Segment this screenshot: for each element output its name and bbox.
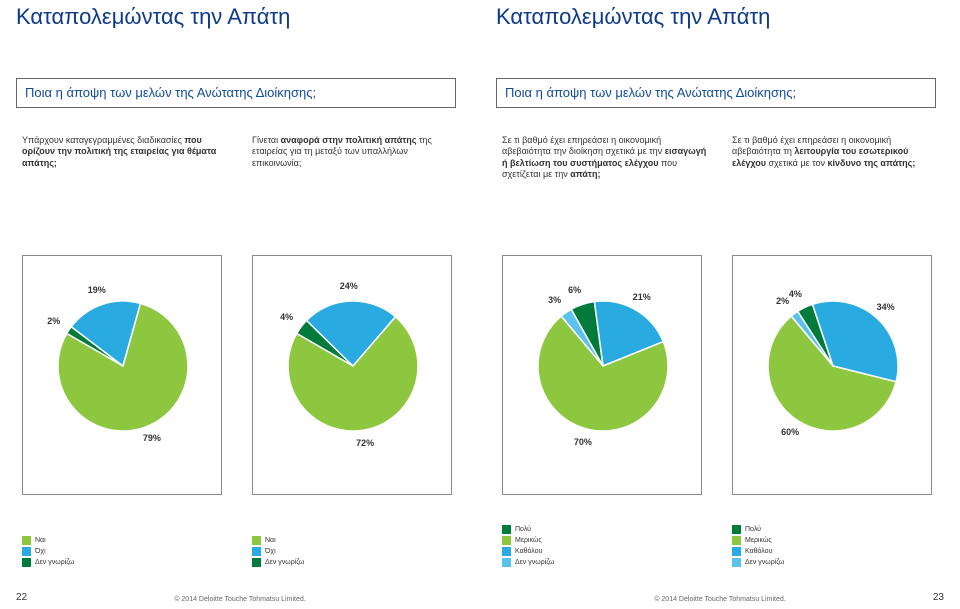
legend-swatch [732,547,741,556]
chart-right-1: 3% 6% 21% 70% [502,255,702,495]
legend-swatch [732,525,741,534]
page-number-right: 23 [933,592,944,603]
pct-label: 3% [548,295,561,305]
legend-label: Πολύ [515,526,531,533]
pct-label: 2% [47,316,60,326]
legend-item: Δεν γνωρίζω [22,558,74,567]
legend-label: Όχι [35,548,46,555]
footer-left: © 2014 Deloitte Touche Tohmatsu Limited. [0,596,480,603]
page-right: Καταπολεμώντας την Απάτη Ποια η άποψη τω… [480,0,960,609]
legend-swatch [502,558,511,567]
legend-item: Δεν γνωρίζω [252,558,304,567]
legend-item: Δεν γνωρίζω [732,558,784,567]
legend-swatch [22,558,31,567]
chart-right-2: 2%4% 34% 60% [732,255,932,495]
question-text-right: Ποια η άποψη των μελών της Ανώτατης Διοί… [505,85,796,100]
question-box-right: Ποια η άποψη των μελών της Ανώτατης Διοί… [496,78,936,108]
question-text-left: Ποια η άποψη των μελών της Ανώτατης Διοί… [25,85,316,100]
legend-label: Καθόλου [515,548,542,555]
legend-label: Ναι [35,537,46,544]
legend-label: Όχι [265,548,276,555]
pct-label: 60% [781,427,799,437]
t: Υπάρχουν καταγεγραμμένες διαδικασίες [22,135,182,145]
pct-label: 4% [280,312,293,322]
desc-right-2: Σε τι βαθμό έχει επηρεάσει η οικονομική … [732,135,937,169]
legend-label: Πολύ [745,526,761,533]
legend-swatch [502,536,511,545]
legend-item: Καθόλου [502,547,554,556]
pct-label: 19% [88,285,106,295]
pct-label: 21% [633,292,651,302]
pie-chart [283,296,423,436]
pie-chart [763,296,903,436]
pct-label: 34% [877,302,895,312]
legend-left-2: Ναι Όχι Δεν γνωρίζω [252,536,304,569]
chart-left-2: 4% 24% 72% [252,255,452,495]
t: Σε τι βαθμό έχει επηρεάσει η οικονομική … [502,135,665,156]
legend-item: Πολύ [502,525,554,534]
page-title-right: Καταπολεμώντας την Απάτη [496,4,770,30]
pct-label: 70% [574,437,592,447]
legend-item: Όχι [22,547,74,556]
legend-item: Καθόλου [732,547,784,556]
legend-label: Μερικώς [745,537,772,544]
desc-left-1: Υπάρχουν καταγεγραμμένες διαδικασίες που… [22,135,227,169]
t: κίνδυνο της απάτης; [828,158,916,168]
footer-right: © 2014 Deloitte Touche Tohmatsu Limited. [480,596,960,603]
legend-label: Δεν γνωρίζω [35,559,74,566]
legend-item: Μερικώς [502,536,554,545]
legend-right-1: Πολύ Μερικώς Καθόλου Δεν γνωρίζω [502,525,554,569]
legend-swatch [22,547,31,556]
legend-item: Πολύ [732,525,784,534]
pct-label: 72% [356,438,374,448]
pct-label: 6% [568,285,581,295]
pie-chart [533,296,673,436]
pct-label: 24% [340,281,358,291]
pct-label: 79% [143,433,161,443]
t: σχετικά με τον [766,158,828,168]
question-box-left: Ποια η άποψη των μελών της Ανώτατης Διοί… [16,78,456,108]
legend-item: Ναι [252,536,304,545]
legend-item: Ναι [22,536,74,545]
desc-left-2: Γίνεται αναφορά στην πολιτική απάτης της… [252,135,457,169]
page-number-left: 22 [16,592,27,603]
legend-swatch [252,536,261,545]
legend-item: Όχι [252,547,304,556]
legend-swatch [22,536,31,545]
legend-right-2: Πολύ Μερικώς Καθόλου Δεν γνωρίζω [732,525,784,569]
t: απάτη; [570,169,600,179]
page-left: Καταπολεμώντας την Απάτη Ποια η άποψη τω… [0,0,480,609]
legend-item: Δεν γνωρίζω [502,558,554,567]
t: αναφορά στην πολιτική απάτης [281,135,417,145]
t: Γίνεται [252,135,281,145]
legend-swatch [732,536,741,545]
pct-label: 4% [789,289,802,299]
legend-label: Δεν γνωρίζω [515,559,554,566]
desc-right-1: Σε τι βαθμό έχει επηρεάσει η οικονομική … [502,135,707,180]
legend-label: Μερικώς [515,537,542,544]
pct-label: 2% [776,296,789,306]
legend-swatch [732,558,741,567]
pie-chart [53,296,193,436]
legend-label: Δεν γνωρίζω [265,559,304,566]
legend-label: Ναι [265,537,276,544]
legend-swatch [502,525,511,534]
legend-left-1: Ναι Όχι Δεν γνωρίζω [22,536,74,569]
legend-label: Καθόλου [745,548,772,555]
t: απάτης; [22,158,57,168]
legend-item: Μερικώς [732,536,784,545]
page-title-left: Καταπολεμώντας την Απάτη [16,4,290,30]
legend-swatch [502,547,511,556]
chart-left-1: 2% 19% 79% [22,255,222,495]
legend-label: Δεν γνωρίζω [745,559,784,566]
legend-swatch [252,547,261,556]
legend-swatch [252,558,261,567]
